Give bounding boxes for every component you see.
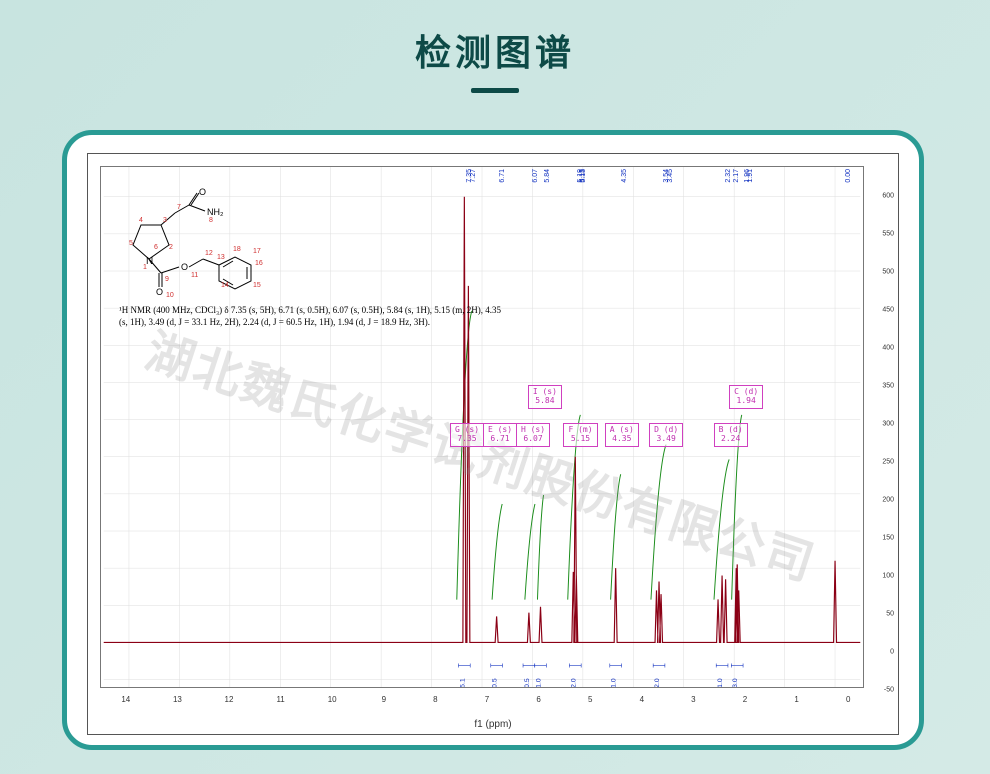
plot-area: 5.1 0.5 0.5 1.0 2.0 1.0 2.0 1.0 3.0 N — [100, 166, 864, 688]
nmr-line1: ¹H NMR (400 MHz, CDCl₃) δ 7.35 (s, 5H), … — [119, 305, 501, 315]
svg-text:1: 1 — [143, 264, 147, 271]
svg-text:5.1: 5.1 — [459, 678, 466, 687]
title-underline — [471, 88, 519, 93]
top-ppm-label: 6.71 — [499, 169, 506, 183]
x-tick-label: 13 — [173, 695, 182, 704]
y-tick-label: 350 — [882, 383, 894, 390]
x-axis-label: f1 (ppm) — [474, 719, 511, 730]
peak-label-box: B (d)2.24 — [714, 423, 748, 447]
svg-text:16: 16 — [255, 260, 263, 267]
svg-text:12: 12 — [205, 250, 213, 257]
x-tick-label: 1 — [794, 695, 798, 704]
y-tick-label: 0 — [890, 649, 894, 656]
svg-text:O: O — [199, 187, 206, 197]
x-tick-label: 12 — [225, 695, 234, 704]
y-tick-label: 500 — [882, 269, 894, 276]
spectrum-frame: 5.1 0.5 0.5 1.0 2.0 1.0 2.0 1.0 3.0 N — [62, 130, 924, 750]
svg-text:11: 11 — [191, 272, 198, 279]
top-ppm-label: 4.35 — [621, 169, 628, 183]
y-tick-label: -50 — [884, 687, 894, 694]
y-tick-label: 250 — [882, 459, 894, 466]
y-tick-label: 300 — [882, 421, 894, 428]
top-ppm-label: 2.32 — [725, 169, 732, 183]
top-ppm-label: 3.45 — [667, 169, 674, 183]
svg-text:14: 14 — [221, 282, 229, 289]
x-tick-label: 4 — [640, 695, 644, 704]
x-tick-label: 8 — [433, 695, 437, 704]
x-tick-label: 0 — [846, 695, 850, 704]
svg-text:2: 2 — [169, 244, 173, 251]
y-tick-label: 450 — [882, 307, 894, 314]
x-tick-label: 6 — [536, 695, 540, 704]
svg-text:N: N — [146, 256, 153, 267]
molecule-svg: N O NH₂ — [121, 187, 321, 297]
y-tick-label: 550 — [882, 231, 894, 238]
svg-text:7: 7 — [177, 204, 181, 211]
top-ppm-label: 5.84 — [544, 169, 551, 183]
svg-text:10: 10 — [166, 292, 174, 297]
y-tick-label: 600 — [882, 193, 894, 200]
peak-label-box: E (s)6.71 — [483, 423, 517, 447]
svg-text:1.0: 1.0 — [717, 678, 724, 687]
x-tick-label: 5 — [588, 695, 592, 704]
svg-text:17: 17 — [253, 248, 261, 255]
svg-text:15: 15 — [253, 282, 261, 289]
svg-text:NH₂: NH₂ — [207, 207, 224, 217]
svg-text:4: 4 — [139, 217, 143, 224]
svg-text:13: 13 — [217, 254, 225, 261]
svg-text:2.0: 2.0 — [570, 678, 577, 687]
nmr-description: ¹H NMR (400 MHz, CDCl₃) δ 7.35 (s, 5H), … — [119, 305, 559, 328]
top-ppm-label: 0.00 — [845, 169, 852, 183]
y-tick-label: 100 — [882, 573, 894, 580]
x-tick-label: 9 — [382, 695, 386, 704]
molecule-structure: N O NH₂ — [121, 187, 321, 297]
top-ppm-label: 1.91 — [747, 169, 754, 183]
svg-text:0.5: 0.5 — [492, 678, 499, 687]
x-tick-label: 7 — [485, 695, 489, 704]
y-tick-label: 50 — [886, 611, 894, 618]
svg-text:0.5: 0.5 — [524, 678, 531, 687]
svg-text:3: 3 — [163, 217, 167, 224]
chart-box: 5.1 0.5 0.5 1.0 2.0 1.0 2.0 1.0 3.0 N — [87, 153, 899, 735]
y-tick-label: 400 — [882, 345, 894, 352]
peak-label-box: F (m)5.15 — [563, 423, 597, 447]
svg-text:1.0: 1.0 — [611, 678, 618, 687]
svg-text:2.0: 2.0 — [654, 678, 661, 687]
peak-label-box: G (s)7.35 — [450, 423, 484, 447]
page-title: 检测图谱 — [0, 24, 990, 76]
svg-text:18: 18 — [233, 246, 241, 253]
x-tick-label: 10 — [328, 695, 337, 704]
x-tick-label: 11 — [276, 695, 284, 704]
top-ppm-label: 7.27 — [470, 169, 477, 183]
peak-label-box: H (s)6.07 — [516, 423, 550, 447]
nmr-line2: (s, 1H), 3.49 (d, J = 33.1 Hz, 2H), 2.24… — [119, 317, 430, 327]
svg-text:8: 8 — [209, 217, 213, 224]
svg-text:5: 5 — [129, 240, 133, 247]
svg-text:O: O — [156, 287, 163, 297]
x-tick-label: 14 — [121, 695, 130, 704]
svg-text:O: O — [181, 262, 188, 272]
top-ppm-label: 6.07 — [532, 169, 539, 183]
peak-label-box: C (d)1.94 — [729, 385, 763, 409]
svg-text:1.0: 1.0 — [536, 678, 543, 687]
top-ppm-label: 2.17 — [733, 169, 740, 183]
svg-text:9: 9 — [165, 276, 169, 283]
svg-text:3.0: 3.0 — [732, 678, 739, 687]
peak-label-box: D (d)3.49 — [649, 423, 683, 447]
x-tick-label: 3 — [691, 695, 695, 704]
title-area: 检测图谱 — [0, 0, 990, 93]
top-ppm-label: 5.13 — [580, 169, 587, 183]
x-tick-label: 2 — [743, 695, 747, 704]
peak-label-box: I (s)5.84 — [528, 385, 562, 409]
y-tick-label: 200 — [882, 497, 894, 504]
peak-label-box: A (s)4.35 — [605, 423, 639, 447]
svg-text:6: 6 — [154, 244, 158, 251]
y-tick-label: 150 — [882, 535, 894, 542]
